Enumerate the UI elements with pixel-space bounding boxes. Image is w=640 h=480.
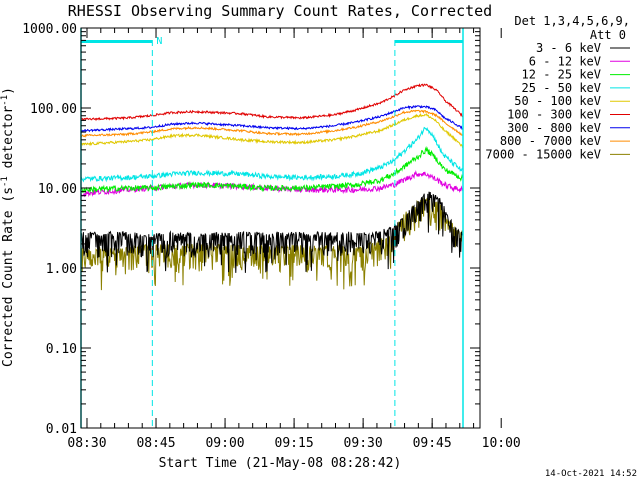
- y-tick-label-2: 10.00: [38, 182, 77, 197]
- y-axis-label-superscript-2: -1: [0, 95, 10, 106]
- y-axis-label-part-2: detector: [1, 106, 16, 177]
- legend-label-2: 6 - 12 keV: [529, 54, 601, 68]
- series-3-line: [80, 145, 464, 194]
- attenuator-bar-2: [394, 40, 463, 43]
- series-1-line: [80, 191, 463, 273]
- series-layer: [80, 83, 464, 291]
- x-tick-label-2: 09:00: [205, 436, 244, 451]
- legend-label-5: 50 - 100 keV: [514, 94, 601, 108]
- legend-label-8: 800 - 7000 keV: [500, 134, 601, 148]
- legend-label-9: 7000 - 15000 keV: [485, 147, 601, 161]
- chart-title: RHESSI Observing Summary Count Rates, Co…: [68, 2, 492, 20]
- y-axis-label: Corrected Count Rate (s-1 detector-1): [0, 87, 16, 367]
- x-tick-label-3: 09:15: [275, 436, 314, 451]
- series-2-line: [80, 170, 464, 198]
- footer-timestamp: 14-Oct-2021 14:52: [545, 469, 637, 479]
- series-8-line: [80, 109, 463, 138]
- x-tick-label-0: 08:30: [67, 436, 106, 451]
- legend-label-3: 12 - 25 keV: [522, 68, 601, 82]
- legend-header-line-2: Att 0: [590, 28, 626, 42]
- x-axis-label: Start Time (21-May-08 08:28:42): [159, 456, 402, 471]
- y-tick-label-4: 0.10: [46, 342, 77, 357]
- series-4-line: [80, 126, 463, 183]
- x-tick-label-6: 10:00: [482, 436, 521, 451]
- y-axis-label-superscript-1: -1: [0, 176, 10, 187]
- y-axis-label-part-1: Corrected Count Rate (s: [1, 187, 16, 367]
- series-5-line: [80, 112, 464, 148]
- legend-header-line-1: Det 1,3,4,5,6,9,: [514, 14, 630, 28]
- x-tick-label-1: 08:45: [136, 436, 175, 451]
- legend-label-1: 3 - 6 keV: [536, 41, 601, 55]
- y-axis-label-part-3: ): [1, 87, 16, 95]
- series-6-line: [80, 83, 463, 122]
- legend-label-4: 25 - 50 keV: [522, 81, 601, 95]
- x-tick-label-5: 09:45: [413, 436, 452, 451]
- x-tick-label-4: 09:30: [344, 436, 383, 451]
- y-tick-label-0: 1000.00: [22, 22, 77, 37]
- y-tick-label-1: 100.00: [30, 102, 77, 117]
- legend-label-6: 100 - 300 keV: [507, 108, 601, 122]
- attenuator-bar-1: [81, 40, 153, 43]
- series-7-line: [80, 104, 463, 133]
- legend-label-7: 300 - 800 keV: [507, 121, 601, 135]
- y-tick-label-3: 1.00: [46, 262, 77, 277]
- y-tick-label-5: 0.01: [46, 422, 77, 437]
- attenuator-bar-label: N: [156, 36, 162, 47]
